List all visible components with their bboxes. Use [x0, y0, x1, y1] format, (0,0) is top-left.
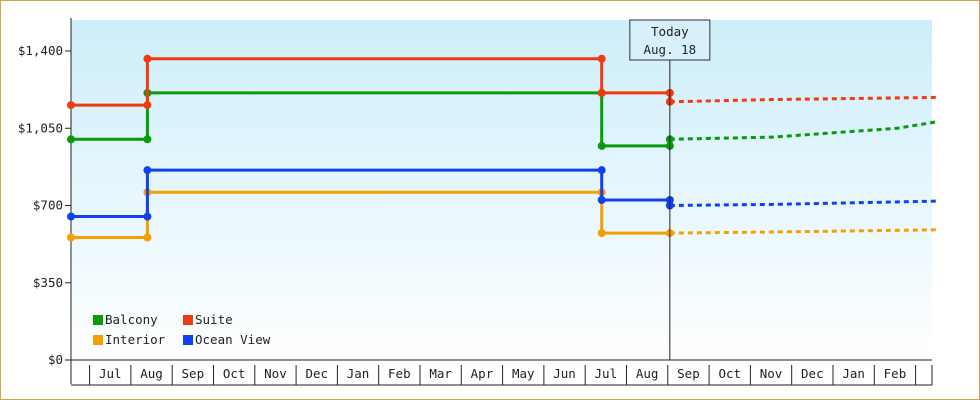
- series-forecast-line: [669, 199, 939, 207]
- series-point: [67, 212, 75, 221]
- x-tick-label: Aug: [636, 366, 659, 381]
- x-tick-label: Nov: [264, 366, 287, 381]
- today-date: Aug. 18: [644, 42, 697, 57]
- y-tick-label: $1,050: [18, 120, 63, 135]
- y-axis: $0 $350 $700 $1,050 $1,400: [18, 18, 72, 384]
- today-box: [629, 19, 711, 61]
- x-tick-label: Apr: [471, 366, 494, 381]
- series-forecast-line: [669, 120, 939, 141]
- today-marker: Today Aug. 18: [629, 19, 711, 360]
- x-tick-label: Jan: [842, 366, 865, 381]
- series-point: [143, 135, 152, 144]
- legend-item: Suite: [183, 312, 233, 327]
- y-tick-label: $700: [33, 198, 63, 213]
- series-point: [143, 101, 152, 110]
- x-tick-label: Feb: [388, 366, 411, 381]
- series-point: [597, 54, 606, 63]
- x-tick-label: Jan: [347, 366, 370, 381]
- series-point: [67, 135, 75, 144]
- series-point: [597, 229, 606, 238]
- series-point: [143, 166, 152, 175]
- series-point: [143, 54, 152, 63]
- series-point: [597, 141, 606, 150]
- legend: Balcony Suite Interior Ocean View: [93, 312, 271, 347]
- series-forecast-line: [669, 95, 939, 104]
- legend-item: Interior: [93, 332, 166, 347]
- x-tick-label: Oct: [223, 366, 246, 381]
- y-tick-label: $1,400: [18, 43, 63, 58]
- legend-item: Ocean View: [183, 332, 271, 347]
- series-history-line: [71, 190, 670, 240]
- series-point: [143, 212, 152, 221]
- x-tick-label: Dec: [305, 366, 328, 381]
- series-point: [143, 233, 152, 242]
- x-tick-label: Jul: [595, 366, 618, 381]
- x-tick-label: May: [512, 366, 535, 381]
- x-tick-label: Oct: [718, 366, 741, 381]
- legend-label: Interior: [105, 332, 166, 347]
- legend-swatch: [93, 315, 103, 325]
- legend-label: Suite: [195, 312, 233, 327]
- x-tick-label: Jun: [553, 366, 576, 381]
- x-tick-label: Dec: [801, 366, 824, 381]
- x-tick-label: Sep: [677, 366, 700, 381]
- series-point: [67, 101, 75, 110]
- legend-label: Ocean View: [195, 332, 271, 347]
- legend-swatch: [183, 335, 193, 345]
- y-tick-label: $0: [48, 352, 63, 367]
- series-point: [597, 166, 606, 175]
- legend-item: Balcony: [93, 312, 158, 327]
- x-tick-label: Feb: [884, 366, 907, 381]
- x-tick-label: Sep: [182, 366, 205, 381]
- y-tick-label: $350: [33, 275, 63, 290]
- series-point: [597, 195, 606, 204]
- x-tick-label: Jul: [99, 366, 122, 381]
- x-tick-label: Mar: [429, 366, 452, 381]
- legend-label: Balcony: [105, 312, 158, 327]
- x-axis: Jul Aug Sep Oct Nov Dec Jan Feb Mar Apr May Jun Jul A…: [71, 359, 933, 386]
- x-tick-label: Nov: [760, 366, 783, 381]
- series-point: [67, 233, 75, 242]
- legend-swatch: [183, 315, 193, 325]
- today-label: Today: [651, 24, 689, 39]
- legend-swatch: [93, 335, 103, 345]
- x-tick-label: Aug: [140, 366, 163, 381]
- series-forecast-line: [669, 228, 939, 235]
- series-point: [597, 88, 606, 97]
- plot-background: [71, 20, 932, 360]
